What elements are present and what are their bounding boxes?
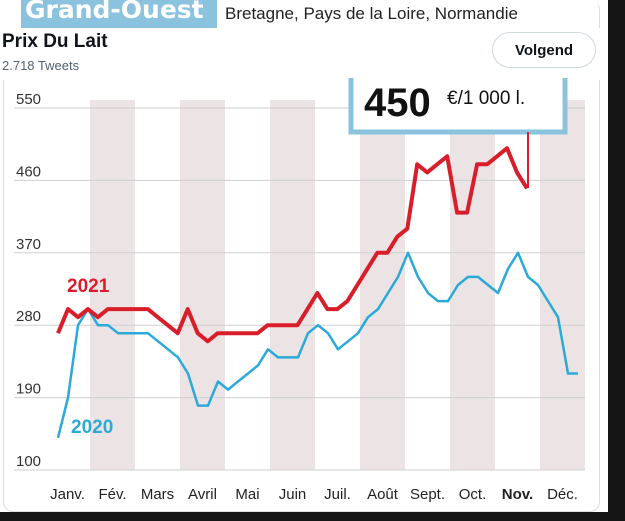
profile-header: Prix Du Lait 2.718 Tweets Volgend — [0, 28, 608, 80]
month-band — [90, 100, 135, 470]
legend-2020: 2020 — [71, 417, 113, 438]
callout-unit: €/1 000 l. — [447, 88, 525, 109]
legend-2021: 2021 — [67, 276, 110, 297]
y-tick-label: 370 — [16, 236, 41, 253]
region-tab: Grand-Ouest — [21, 0, 217, 28]
region-areas: Bretagne, Pays de la Loire, Normandie — [225, 4, 518, 23]
x-tick-label: Mars — [141, 486, 174, 503]
profile-name[interactable]: Prix Du Lait — [2, 31, 108, 52]
tweet-count: 2.718 Tweets — [2, 58, 80, 73]
y-tick-label: 550 — [16, 91, 41, 108]
screen-frame-right — [608, 0, 625, 521]
callout-value: 450 — [364, 81, 431, 125]
x-tick-label: Juil. — [324, 486, 351, 503]
y-tick-label: 460 — [16, 163, 41, 180]
following-button[interactable]: Volgend — [492, 32, 596, 68]
x-tick-label: Fév. — [98, 486, 126, 503]
month-band — [540, 100, 585, 470]
screen-frame-bottom — [0, 512, 625, 521]
series-2021-line — [56, 146, 529, 344]
newspaper-banner: Grand-Ouest Bretagne, Pays de la Loire, … — [3, 0, 598, 28]
x-tick-label: Mai — [235, 486, 259, 503]
price-callout: 450 €/1 000 l. — [348, 65, 568, 188]
x-tick-label: Sept. — [410, 486, 445, 503]
milk-price-chart: 550 460 370 280 190 100 Janv. Fév. Mars Avril Mai… — [0, 65, 608, 508]
y-tick-label: 190 — [16, 381, 41, 398]
x-tick-label: Juin — [279, 486, 307, 503]
month-band — [360, 100, 405, 470]
month-band — [270, 100, 315, 470]
y-tick-label: 280 — [16, 308, 41, 325]
chart-svg: 550 460 370 280 190 100 Janv. Fév. Mars Avril Mai… — [14, 65, 585, 503]
y-tick-label: 100 — [16, 453, 41, 470]
x-tick-label: Août — [367, 486, 399, 503]
x-tick-label: Déc. — [547, 486, 578, 503]
x-tick-label: Nov. — [502, 486, 533, 503]
series-2020-line — [56, 251, 578, 439]
x-tick-label: Oct. — [459, 486, 487, 503]
x-tick-label: Avril — [188, 486, 217, 503]
month-band — [180, 100, 225, 470]
x-tick-label: Janv. — [50, 486, 85, 503]
